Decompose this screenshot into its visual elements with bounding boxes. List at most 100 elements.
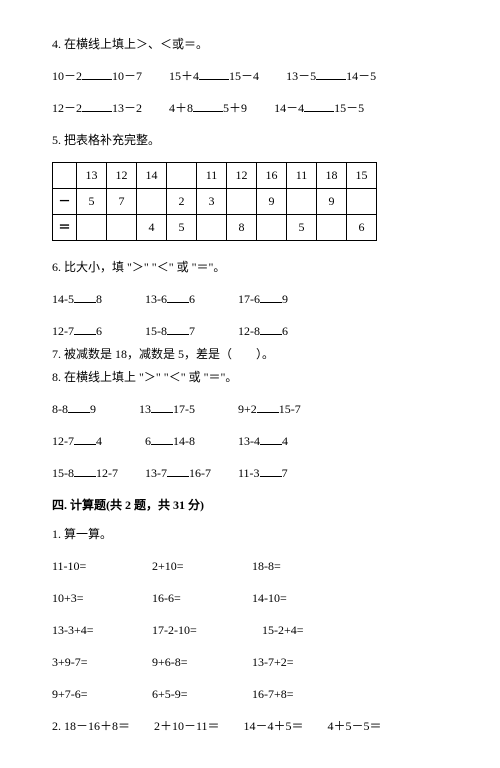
cell[interactable]: 5 [287, 215, 317, 241]
cell[interactable] [107, 215, 137, 241]
section4-heading: 四. 计算题(共 2 题，共 31 分) [52, 495, 448, 516]
blank[interactable] [151, 434, 173, 445]
cell[interactable] [317, 215, 347, 241]
q6-row2: 12-76 15-87 12-86 [52, 321, 448, 342]
expr: 7 [189, 324, 195, 338]
blank[interactable] [316, 69, 346, 80]
expr: 15-7 [279, 402, 301, 416]
q6-title: 6. 比大小，填 "＞" "＜" 或 "＝"。 [52, 257, 448, 278]
expr: 15-8 [145, 324, 167, 338]
blank[interactable] [260, 292, 282, 303]
expr: 6 [96, 324, 102, 338]
table-row: 13 12 14 11 12 16 11 18 15 [53, 163, 377, 189]
cell[interactable]: 12 [107, 163, 137, 189]
expr: 8-8 [52, 402, 68, 416]
cell[interactable]: 6 [347, 215, 377, 241]
cell[interactable]: 9 [317, 189, 347, 215]
cell[interactable]: 12 [227, 163, 257, 189]
expr: 5＋9 [223, 101, 247, 115]
expr: 14-8 [173, 434, 195, 448]
table-row: ＝ 4 5 8 5 6 [53, 215, 377, 241]
expr: 14-5 [52, 292, 74, 306]
expr: 13-4 [238, 434, 260, 448]
expr: 16-7+8= [252, 684, 294, 705]
expr: 9+7-6= [52, 684, 152, 705]
blank[interactable] [193, 101, 223, 112]
q7-text: 7. 被减数是 18，减数是 5，差是（ ）。 [52, 344, 448, 365]
cell[interactable]: 2 [167, 189, 197, 215]
row-header-eq: ＝ [53, 215, 77, 241]
cell[interactable]: 5 [77, 189, 107, 215]
expr: 6 [282, 324, 288, 338]
expr: 15－5 [334, 101, 364, 115]
cell[interactable] [167, 163, 197, 189]
q8-title: 8. 在横线上填上 "＞" "＜" 或 "＝"。 [52, 367, 448, 388]
calc-row: 13-3+4= 17-2-10= 15-2+4= [52, 620, 448, 641]
cell[interactable]: 15 [347, 163, 377, 189]
expr: 10+3= [52, 588, 152, 609]
blank[interactable] [167, 292, 189, 303]
expr: 13-7 [145, 466, 167, 480]
q5-table-wrap: 13 12 14 11 12 16 11 18 15 － 5 7 2 3 9 [52, 162, 448, 241]
expr: 13 [139, 402, 151, 416]
expr: 9+6-8= [152, 652, 252, 673]
q8-row1: 8-89 1317-5 9+215-7 [52, 399, 448, 420]
blank[interactable] [82, 101, 112, 112]
expr: 4＋8 [169, 101, 193, 115]
expr: 6 [189, 292, 195, 306]
s4q2-text: 2. 18－16＋8＝ 2＋10－11＝ 14－4＋5＝ 4＋5－5＝ [52, 716, 448, 737]
cell[interactable]: 11 [197, 163, 227, 189]
expr: 15＋4 [169, 69, 199, 83]
blank[interactable] [167, 466, 189, 477]
cell[interactable]: 3 [197, 189, 227, 215]
blank[interactable] [74, 324, 96, 335]
blank[interactable] [257, 402, 279, 413]
cell[interactable]: 18 [317, 163, 347, 189]
q4-row1: 10－210－7 15＋415－4 13－514－5 [52, 66, 448, 87]
blank[interactable] [260, 434, 282, 445]
s4q1-title: 1. 算一算。 [52, 524, 448, 545]
cell[interactable] [197, 215, 227, 241]
blank[interactable] [68, 402, 90, 413]
blank[interactable] [74, 434, 96, 445]
expr: 7 [282, 466, 288, 480]
blank[interactable] [260, 324, 282, 335]
expr: 14－4 [274, 101, 304, 115]
blank[interactable] [151, 402, 173, 413]
cell[interactable] [347, 189, 377, 215]
expr: 13-6 [145, 292, 167, 306]
cell[interactable]: 13 [77, 163, 107, 189]
cell[interactable] [227, 189, 257, 215]
blank[interactable] [304, 101, 334, 112]
cell[interactable]: 14 [137, 163, 167, 189]
cell[interactable]: 4 [137, 215, 167, 241]
cell[interactable]: 8 [227, 215, 257, 241]
table-row: － 5 7 2 3 9 9 [53, 189, 377, 215]
cell[interactable] [137, 189, 167, 215]
blank[interactable] [74, 292, 96, 303]
expr: 13－5 [286, 69, 316, 83]
blank[interactable] [74, 466, 96, 477]
cell[interactable]: 7 [107, 189, 137, 215]
blank[interactable] [199, 69, 229, 80]
cell[interactable] [287, 189, 317, 215]
cell[interactable]: 16 [257, 163, 287, 189]
calc-row: 9+7-6= 6+5-9= 16-7+8= [52, 684, 448, 705]
blank[interactable] [260, 466, 282, 477]
cell[interactable]: 5 [167, 215, 197, 241]
expr: 6+5-9= [152, 684, 252, 705]
expr: 10－7 [112, 69, 142, 83]
expr: 8 [96, 292, 102, 306]
expr: 4 [96, 434, 102, 448]
expr: 13-7+2= [252, 652, 294, 673]
cell[interactable]: 11 [287, 163, 317, 189]
worksheet-page: 4. 在横线上填上＞、＜或＝。 10－210－7 15＋415－4 13－514… [0, 0, 500, 768]
expr: 9+2 [238, 402, 257, 416]
expr: 4 [282, 434, 288, 448]
blank[interactable] [82, 69, 112, 80]
expr: 13－2 [112, 101, 142, 115]
cell[interactable] [77, 215, 107, 241]
cell[interactable] [257, 215, 287, 241]
cell[interactable]: 9 [257, 189, 287, 215]
blank[interactable] [167, 324, 189, 335]
